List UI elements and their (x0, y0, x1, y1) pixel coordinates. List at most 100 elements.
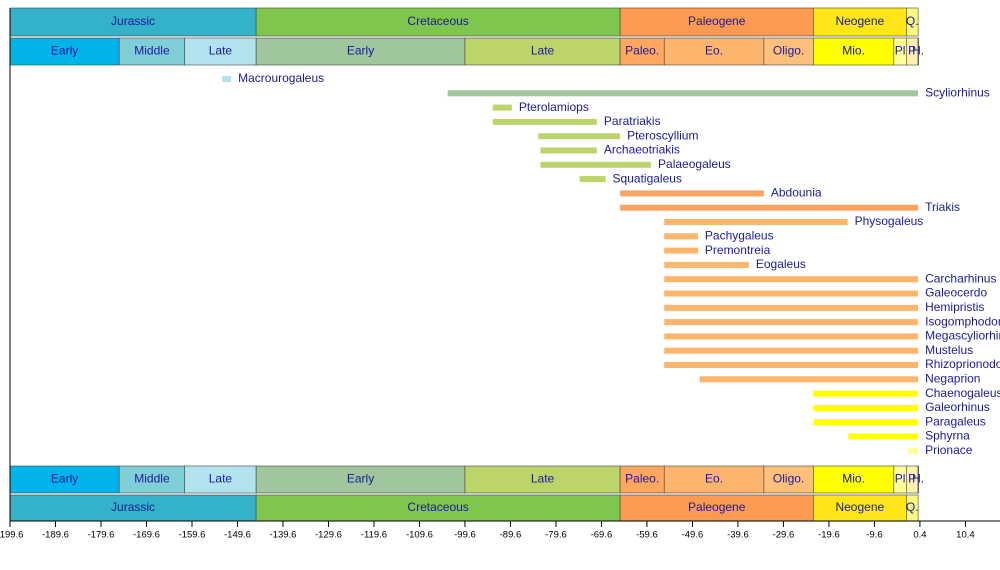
period-label: Jurassic (111, 500, 155, 514)
epoch (663, 37, 765, 66)
epoch-label: P (908, 44, 916, 58)
taxon-label: Megascyliorhinus (925, 329, 1000, 343)
period-label: Paleogene (688, 14, 746, 28)
epoch-label: Paleo. (625, 472, 659, 486)
x-tick-label: -39.6 (727, 530, 749, 541)
x-tick-label: -179.6 (88, 530, 115, 541)
x-tick-label: -59.6 (636, 530, 658, 541)
taxon-label: Galeorhinus (925, 400, 990, 414)
epoch (464, 37, 621, 66)
taxon-label: Sphyrna (925, 429, 970, 443)
x-tick-label: -189.6 (42, 530, 69, 541)
epoch-label: H. (912, 44, 924, 58)
taxon-bar (664, 219, 848, 225)
taxon-bar (664, 233, 698, 240)
epoch (663, 465, 765, 494)
epoch-label: Mio. (842, 44, 865, 58)
x-tick-label: -29.6 (773, 530, 795, 541)
taxon-bar (664, 333, 919, 340)
x-tick-label: -149.6 (224, 530, 251, 541)
taxon-label: Pteroscyllium (627, 128, 698, 142)
taxon-label: Triakis (925, 200, 960, 214)
taxon-bar (813, 419, 919, 426)
period-label: Jurassic (111, 14, 155, 28)
epoch-label: Late (531, 44, 555, 58)
taxon-bar (540, 147, 597, 154)
taxon-bar (222, 76, 232, 82)
taxon-label: Carcharhinus (925, 271, 996, 285)
epoch-label: Pl (895, 44, 906, 58)
epoch-label: Mio. (842, 472, 865, 486)
taxon-bar (664, 261, 749, 268)
epoch-label: Pl (895, 472, 906, 486)
x-tick-label: -99.6 (454, 530, 476, 541)
x-tick-label: 10.4 (956, 530, 975, 541)
taxon-bar (664, 362, 919, 368)
period-label: Neogene (835, 14, 884, 28)
taxon-label: Palaeogaleus (658, 157, 731, 171)
taxon-bar (540, 161, 652, 168)
epoch-label: P (908, 472, 916, 486)
epoch-label: Oligo. (773, 472, 804, 486)
taxon-bar (664, 304, 919, 311)
period (619, 7, 814, 37)
taxon-label: Physogaleus (855, 214, 924, 228)
taxon-bar (664, 290, 919, 297)
period-label: Paleogene (688, 500, 746, 514)
taxon-bar (664, 276, 919, 283)
taxon-label: Hemipristis (925, 300, 984, 314)
taxon-label: Chaenogaleus (925, 386, 1000, 400)
taxon-bar (813, 390, 919, 397)
taxon-bar (492, 104, 512, 111)
x-tick-label: -159.6 (179, 530, 206, 541)
taxon-label: Negaprion (925, 371, 980, 385)
epoch (917, 465, 919, 494)
epoch-label: Late (209, 44, 233, 58)
x-tick-label: 0.4 (913, 530, 926, 541)
epoch-label: H. (912, 472, 924, 486)
epoch (619, 37, 665, 66)
taxon-label: Isogomphodon (925, 314, 1000, 328)
taxon-label: Scyliorhinus (925, 85, 990, 99)
taxon-label: Mustelus (925, 343, 973, 357)
taxon-bar (620, 190, 764, 197)
epoch-label: Early (51, 472, 78, 486)
taxon-label: Eogaleus (756, 257, 806, 271)
taxon-bar (907, 447, 919, 454)
epoch (255, 37, 466, 66)
taxon-bar (664, 319, 919, 326)
x-tick-label: -49.6 (682, 530, 704, 541)
taxon-label: Paratriakis (604, 114, 661, 128)
taxon-label: Galeocerdo (925, 286, 987, 300)
taxon-label: Paragaleus (925, 414, 986, 428)
epoch (619, 465, 665, 494)
taxon-label: Macrourogaleus (238, 71, 324, 85)
epoch-label: Early (347, 472, 374, 486)
epoch-label: Middle (134, 44, 170, 58)
x-tick-label: -79.6 (545, 530, 567, 541)
period (255, 494, 621, 522)
period-label: Cretaceous (407, 14, 468, 28)
period-label: Cretaceous (407, 500, 468, 514)
taxon-label: Archaeotriakis (604, 143, 680, 157)
x-tick-label: -169.6 (133, 530, 160, 541)
taxon-bar (579, 176, 606, 183)
taxon-label: Prionace (925, 443, 973, 457)
x-tick-label: -119.6 (361, 530, 387, 541)
period (813, 7, 907, 37)
epoch-label: Early (51, 44, 78, 58)
x-tick-label: -69.6 (591, 530, 613, 541)
epoch-label: Early (347, 44, 374, 58)
period-label: Q. (906, 500, 919, 514)
epoch (9, 37, 120, 66)
period-label: Q. (906, 14, 919, 28)
epoch-label: Oligo. (773, 44, 804, 58)
epoch (184, 37, 257, 66)
epoch-label: Middle (134, 472, 170, 486)
taxon-bar (813, 404, 919, 411)
taxon-bar (699, 376, 919, 383)
taxon-label: Squatigaleus (613, 171, 682, 185)
x-tick-label: -199.6 (0, 530, 23, 541)
taxon-label: Pachygaleus (705, 228, 774, 242)
x-tick-label: -129.6 (315, 530, 342, 541)
